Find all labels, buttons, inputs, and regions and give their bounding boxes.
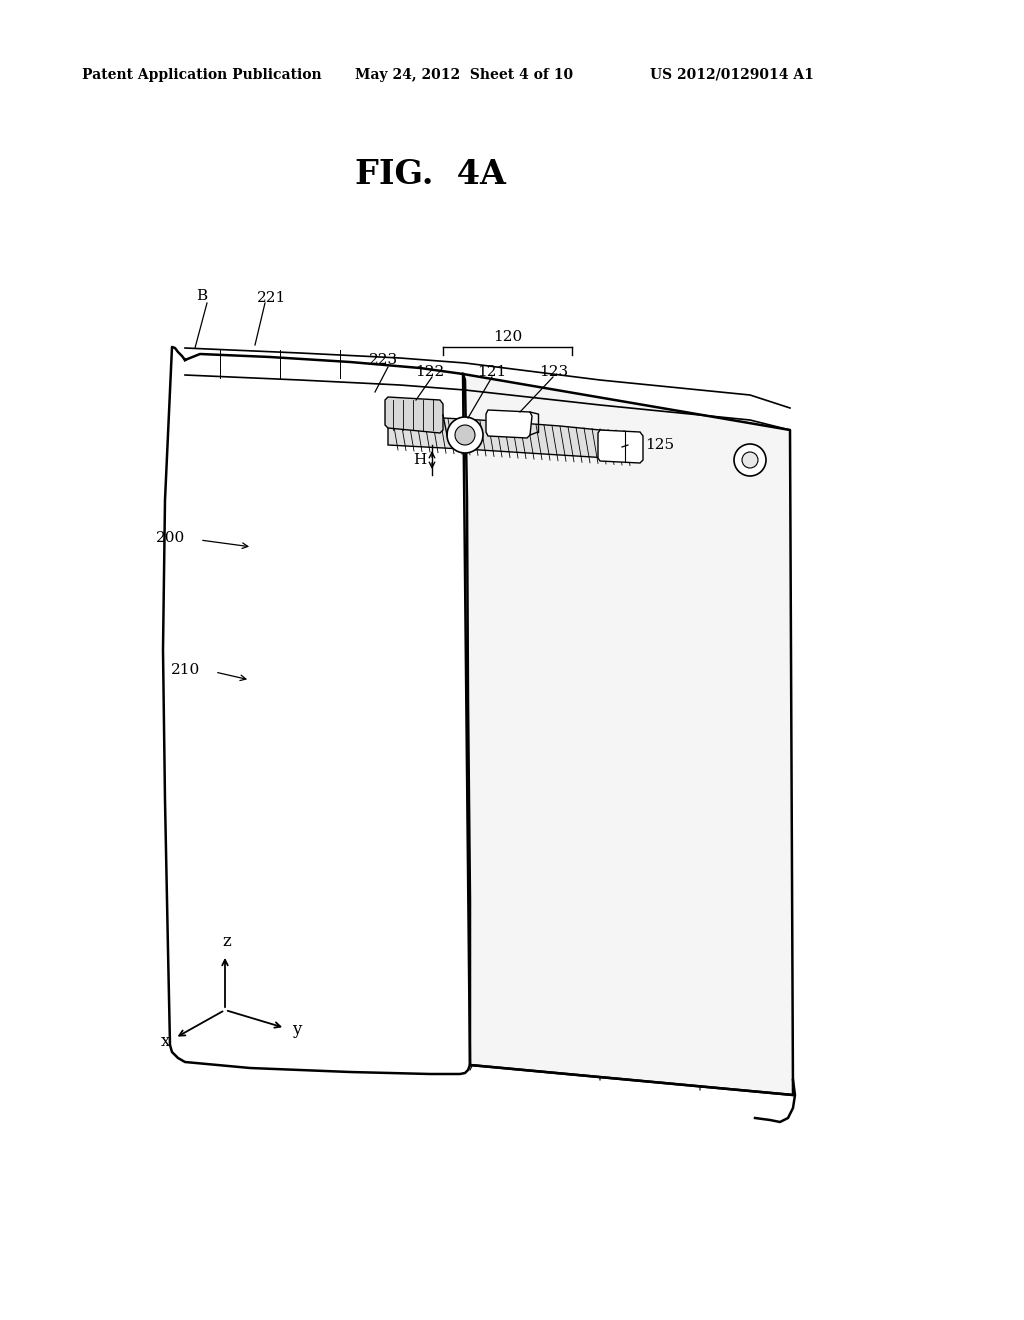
Text: 223: 223 bbox=[370, 352, 398, 367]
Polygon shape bbox=[163, 347, 470, 1074]
Text: 221: 221 bbox=[257, 290, 287, 305]
Text: FIG.  4A: FIG. 4A bbox=[354, 158, 506, 191]
Polygon shape bbox=[463, 374, 793, 1096]
Text: US 2012/0129014 A1: US 2012/0129014 A1 bbox=[650, 69, 814, 82]
Text: H: H bbox=[414, 453, 427, 467]
Text: May 24, 2012  Sheet 4 of 10: May 24, 2012 Sheet 4 of 10 bbox=[355, 69, 573, 82]
Text: y: y bbox=[292, 1022, 302, 1039]
Text: x: x bbox=[161, 1034, 170, 1051]
Text: Patent Application Publication: Patent Application Publication bbox=[82, 69, 322, 82]
Circle shape bbox=[447, 417, 483, 453]
Text: 200: 200 bbox=[156, 531, 185, 545]
Polygon shape bbox=[486, 411, 532, 438]
Polygon shape bbox=[385, 397, 443, 433]
Text: z: z bbox=[222, 933, 231, 950]
Text: 125: 125 bbox=[645, 438, 674, 451]
Text: 122: 122 bbox=[416, 366, 444, 379]
Circle shape bbox=[455, 425, 475, 445]
Polygon shape bbox=[598, 430, 643, 463]
Text: 121: 121 bbox=[477, 366, 507, 379]
Text: 123: 123 bbox=[540, 366, 568, 379]
Text: B: B bbox=[197, 289, 208, 304]
Circle shape bbox=[734, 444, 766, 477]
Polygon shape bbox=[388, 414, 640, 459]
Circle shape bbox=[742, 451, 758, 469]
Text: 120: 120 bbox=[493, 330, 522, 345]
Text: 210: 210 bbox=[171, 663, 200, 677]
